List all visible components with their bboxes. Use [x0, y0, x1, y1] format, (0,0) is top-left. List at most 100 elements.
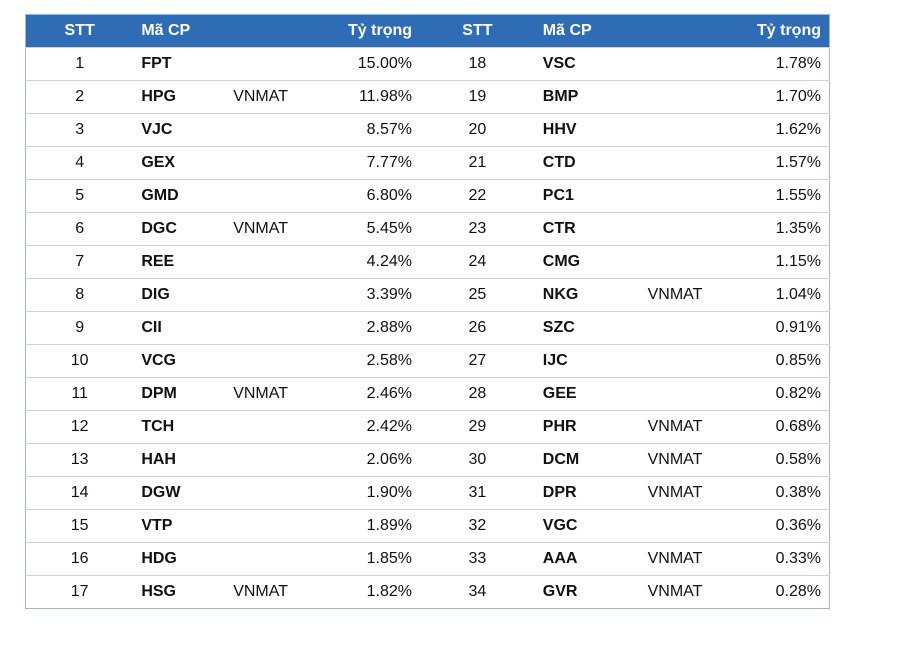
weight-cell: 5.45% — [300, 212, 421, 246]
table-row: 16 HDG 1.85% 33 AAA VNMAT 0.33% — [25, 542, 830, 576]
stt-cell: 15 — [25, 509, 134, 543]
stt-cell: 1 — [25, 47, 134, 81]
tag-cell — [639, 377, 715, 411]
code-cell: GEX — [133, 146, 226, 180]
stt-cell: 4 — [25, 146, 134, 180]
weight-cell: 2.58% — [300, 344, 421, 378]
stt-cell: 34 — [420, 575, 535, 609]
table-row: 11 DPM VNMAT 2.46% 28 GEE 0.82% — [25, 377, 830, 411]
stt-cell: 32 — [420, 509, 535, 543]
header-cell: Tỷ trọng — [714, 14, 830, 48]
tag-cell — [225, 245, 301, 279]
tag-cell — [639, 179, 715, 213]
code-cell: DCM — [534, 443, 640, 477]
weight-cell: 2.06% — [300, 443, 421, 477]
code-cell: VCG — [133, 344, 226, 378]
weight-cell: 0.91% — [714, 311, 830, 345]
code-cell: GEE — [534, 377, 640, 411]
code-cell: TCH — [133, 410, 226, 444]
weight-cell: 0.36% — [714, 509, 830, 543]
weight-cell: 1.70% — [714, 80, 830, 114]
weight-cell: 3.39% — [300, 278, 421, 312]
stt-cell: 20 — [420, 113, 535, 147]
tag-cell — [225, 47, 301, 81]
stt-cell: 13 — [25, 443, 134, 477]
table-row: 10 VCG 2.58% 27 IJC 0.85% — [25, 344, 830, 378]
table-row: 17 HSG VNMAT 1.82% 34 GVR VNMAT 0.28% — [25, 575, 830, 609]
tag-cell: VNMAT — [639, 278, 715, 312]
stt-cell: 6 — [25, 212, 134, 246]
stt-cell: 29 — [420, 410, 535, 444]
stt-cell: 33 — [420, 542, 535, 576]
weight-cell: 2.42% — [300, 410, 421, 444]
code-cell: CMG — [534, 245, 640, 279]
table-row: 7 REE 4.24% 24 CMG 1.15% — [25, 245, 830, 279]
stt-cell: 8 — [25, 278, 134, 312]
stt-cell: 27 — [420, 344, 535, 378]
table-row: 15 VTP 1.89% 32 VGC 0.36% — [25, 509, 830, 543]
tag-cell — [639, 344, 715, 378]
code-cell: BMP — [534, 80, 640, 114]
tag-cell — [639, 47, 715, 81]
weight-cell: 0.33% — [714, 542, 830, 576]
header-cell: Mã CP — [133, 14, 301, 48]
code-cell: SZC — [534, 311, 640, 345]
code-cell: DIG — [133, 278, 226, 312]
weight-cell: 1.15% — [714, 245, 830, 279]
weight-cell: 8.57% — [300, 113, 421, 147]
stt-cell: 23 — [420, 212, 535, 246]
tag-cell: VNMAT — [639, 443, 715, 477]
code-cell: PHR — [534, 410, 640, 444]
stt-cell: 3 — [25, 113, 134, 147]
code-cell: DPM — [133, 377, 226, 411]
header-cell: Tỷ trọng — [300, 14, 421, 48]
header-cell: STT — [25, 14, 134, 48]
tag-cell — [639, 113, 715, 147]
weight-cell: 0.58% — [714, 443, 830, 477]
stt-cell: 5 — [25, 179, 134, 213]
tag-cell — [225, 278, 301, 312]
code-cell: NKG — [534, 278, 640, 312]
code-cell: CTR — [534, 212, 640, 246]
header-cell: STT — [420, 14, 535, 48]
code-cell: VJC — [133, 113, 226, 147]
code-cell: HHV — [534, 113, 640, 147]
weight-cell: 4.24% — [300, 245, 421, 279]
stt-cell: 19 — [420, 80, 535, 114]
tag-cell: VNMAT — [225, 80, 301, 114]
header-row: STT Mã CP Tỷ trọng STT Mã CP Tỷ trọng — [25, 14, 830, 48]
code-cell: VSC — [534, 47, 640, 81]
stt-cell: 9 — [25, 311, 134, 345]
code-cell: AAA — [534, 542, 640, 576]
stt-cell: 25 — [420, 278, 535, 312]
tag-cell — [639, 245, 715, 279]
weight-cell: 0.85% — [714, 344, 830, 378]
table-row: 9 CII 2.88% 26 SZC 0.91% — [25, 311, 830, 345]
weight-cell: 0.38% — [714, 476, 830, 510]
weight-cell: 7.77% — [300, 146, 421, 180]
weight-cell: 1.85% — [300, 542, 421, 576]
code-cell: PC1 — [534, 179, 640, 213]
code-cell: FPT — [133, 47, 226, 81]
tag-cell — [225, 344, 301, 378]
tag-cell: VNMAT — [639, 476, 715, 510]
tag-cell — [225, 542, 301, 576]
stt-cell: 2 — [25, 80, 134, 114]
code-cell: DGC — [133, 212, 226, 246]
table-row: 13 HAH 2.06% 30 DCM VNMAT 0.58% — [25, 443, 830, 477]
tag-cell — [225, 509, 301, 543]
weight-cell: 1.04% — [714, 278, 830, 312]
tag-cell — [639, 509, 715, 543]
tag-cell — [225, 476, 301, 510]
weight-cell: 1.90% — [300, 476, 421, 510]
code-cell: VGC — [534, 509, 640, 543]
tag-cell — [225, 410, 301, 444]
weight-cell: 1.57% — [714, 146, 830, 180]
weight-cell: 6.80% — [300, 179, 421, 213]
stt-cell: 22 — [420, 179, 535, 213]
table-row: 3 VJC 8.57% 20 HHV 1.62% — [25, 113, 830, 147]
tag-cell: VNMAT — [225, 212, 301, 246]
code-cell: REE — [133, 245, 226, 279]
code-cell: CTD — [534, 146, 640, 180]
